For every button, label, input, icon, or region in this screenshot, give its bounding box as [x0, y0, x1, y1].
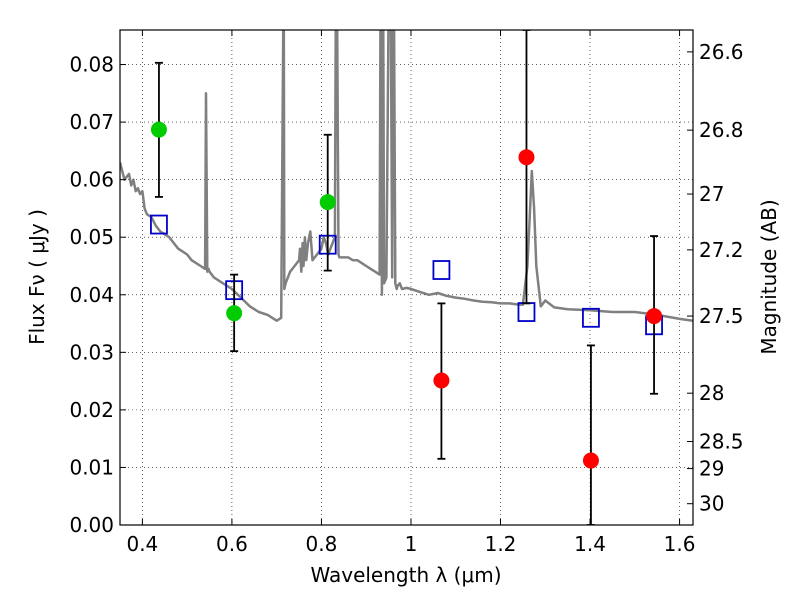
detection-point — [226, 305, 243, 322]
x-tick-label: 1.4 — [574, 532, 606, 556]
model-spectrum-line — [120, 30, 693, 322]
nondetection-point — [433, 372, 450, 389]
right-tick-label: 27.5 — [699, 304, 744, 328]
y-tick-label: 0.05 — [69, 225, 114, 249]
y-axis-label-left: Flux Fν ( μJy ) — [25, 209, 49, 345]
y-tick-label: 0.03 — [69, 340, 114, 364]
right-tick-label: 30 — [699, 492, 724, 516]
nondetection-point — [646, 308, 663, 325]
detection-point — [150, 121, 167, 138]
x-tick-label: 0.6 — [216, 532, 248, 556]
x-tick-label: 1 — [405, 532, 418, 556]
model-photometry-square — [150, 214, 168, 235]
y-tick-label: 0.02 — [69, 398, 114, 422]
right-tick-label: 27 — [699, 182, 724, 206]
y-tick-label: 0.07 — [69, 110, 114, 134]
x-tick-label: 0.8 — [306, 532, 338, 556]
y-tick-label: 0.06 — [69, 168, 114, 192]
right-tick-label: 28.5 — [699, 430, 744, 454]
plot-area — [120, 30, 693, 525]
nondetection-point — [582, 452, 599, 469]
x-tick-label: 0.4 — [126, 532, 158, 556]
y-tick-label: 0.04 — [69, 283, 114, 307]
y-tick-label: 0.08 — [69, 53, 114, 77]
x-axis-label: Wavelength λ (μm) — [310, 563, 501, 587]
plot-frame — [119, 29, 694, 526]
right-tick-label: 28 — [699, 381, 724, 405]
y-axis-label-right: Magnitude (AB) — [757, 199, 781, 354]
model-photometry-square — [432, 260, 451, 280]
axes: 0.4 0.6 0.8 1 1.2 1.4 1.6 0.00 0.01 0.02 0.03 0.04 0… — [69, 30, 744, 556]
right-tick-label: 26.8 — [699, 118, 744, 142]
x-tick-label: 1.2 — [485, 532, 517, 556]
detection-point — [319, 194, 336, 211]
x-tick-label: 1.6 — [664, 532, 696, 556]
model-photometry-square — [582, 307, 600, 328]
y-tick-label: 0.00 — [69, 513, 114, 537]
right-tick-label: 27.2 — [699, 238, 744, 262]
nondetection-point — [518, 149, 535, 166]
y-tick-label: 0.01 — [69, 455, 114, 479]
right-tick-label: 29 — [699, 457, 724, 481]
right-tick-label: 26.6 — [699, 40, 744, 64]
